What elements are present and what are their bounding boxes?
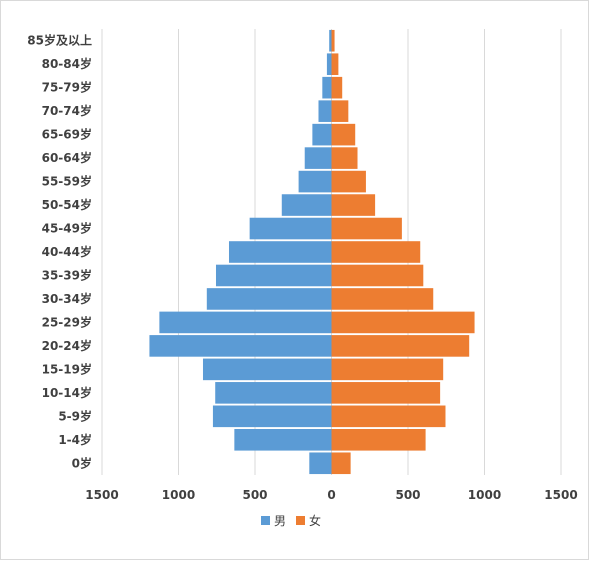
male-bar-8 [215,264,332,287]
category-label: 50-54岁 [42,197,92,212]
category-label: 25-29岁 [42,314,92,329]
male-bar-3 [215,382,332,404]
x-tick-label: 1000 [468,488,501,502]
male-bar-7 [206,288,332,310]
female-bar-13 [331,147,358,169]
female-bar-6 [331,311,475,334]
male-bar-10 [249,217,332,240]
female-bar-15 [331,100,349,122]
male-bar-17 [326,53,332,76]
legend-swatch-male [261,516,270,525]
category-label: 45-49岁 [42,221,92,236]
category-label: 55-59岁 [42,174,92,189]
category-label: 0岁 [72,455,92,470]
category-label: 80-84岁 [42,56,92,71]
female-bar-0 [331,452,351,475]
x-tick-label: 1500 [544,488,577,502]
category-label: 85岁及以上 [27,33,92,48]
category-label: 20-24岁 [42,338,92,353]
male-bar-2 [212,405,332,428]
female-bar-17 [331,53,339,76]
male-bar-0 [309,452,332,475]
category-label: 5-9岁 [58,408,92,423]
x-axis-tick-labels: 1500 1000 500 0 500 1000 1500 [85,488,577,502]
female-bar-18 [331,29,335,52]
x-tick-label: 500 [242,488,267,502]
category-label: 75-79岁 [42,80,92,95]
female-bar-1 [331,428,426,451]
male-bar-15 [318,100,332,122]
male-bar-11 [281,194,332,216]
x-tick-label: 1000 [162,488,195,502]
category-label: 65-69岁 [42,127,92,142]
female-bar-16 [331,76,343,99]
male-bar-16 [322,76,332,99]
legend: 男女 [261,513,321,528]
category-label: 70-74岁 [42,103,92,118]
male-bar-6 [159,311,332,334]
category-label: 15-19岁 [42,361,92,376]
category-label: 1-4岁 [58,432,92,447]
female-bar-7 [331,288,434,310]
female-bar-11 [331,194,376,216]
male-bar-5 [149,335,332,357]
male-bar-12 [298,170,332,193]
bars [149,29,475,475]
female-bar-10 [331,217,402,240]
male-bar-13 [304,147,332,169]
category-label: 10-14岁 [42,385,92,400]
legend-swatch-female [296,516,305,525]
category-label: 35-39岁 [42,267,92,282]
category-label: 30-34岁 [42,291,92,306]
category-label: 60-64岁 [42,150,92,165]
female-bar-2 [331,405,446,428]
legend-label-male: 男 [274,514,286,528]
female-bar-8 [331,264,424,287]
female-bar-12 [331,170,366,193]
male-bar-1 [234,428,332,451]
x-tick-label: 1500 [85,488,118,502]
legend-label-female: 女 [309,513,321,528]
category-label: 40-44岁 [42,244,92,259]
male-bar-4 [202,358,332,381]
male-bar-18 [329,29,332,52]
category-labels: 0岁 1-4岁 5-9岁 10-14岁 15-19岁 20-24岁 25-29岁 30-34岁… [27,33,92,471]
female-bar-5 [331,335,470,357]
male-bar-9 [228,241,332,263]
female-bar-3 [331,382,441,404]
male-bar-14 [312,123,332,146]
female-bar-14 [331,123,356,146]
x-tick-label: 0 [327,488,335,502]
x-tick-label: 500 [395,488,420,502]
female-bar-9 [331,241,421,263]
female-bar-4 [331,358,444,381]
